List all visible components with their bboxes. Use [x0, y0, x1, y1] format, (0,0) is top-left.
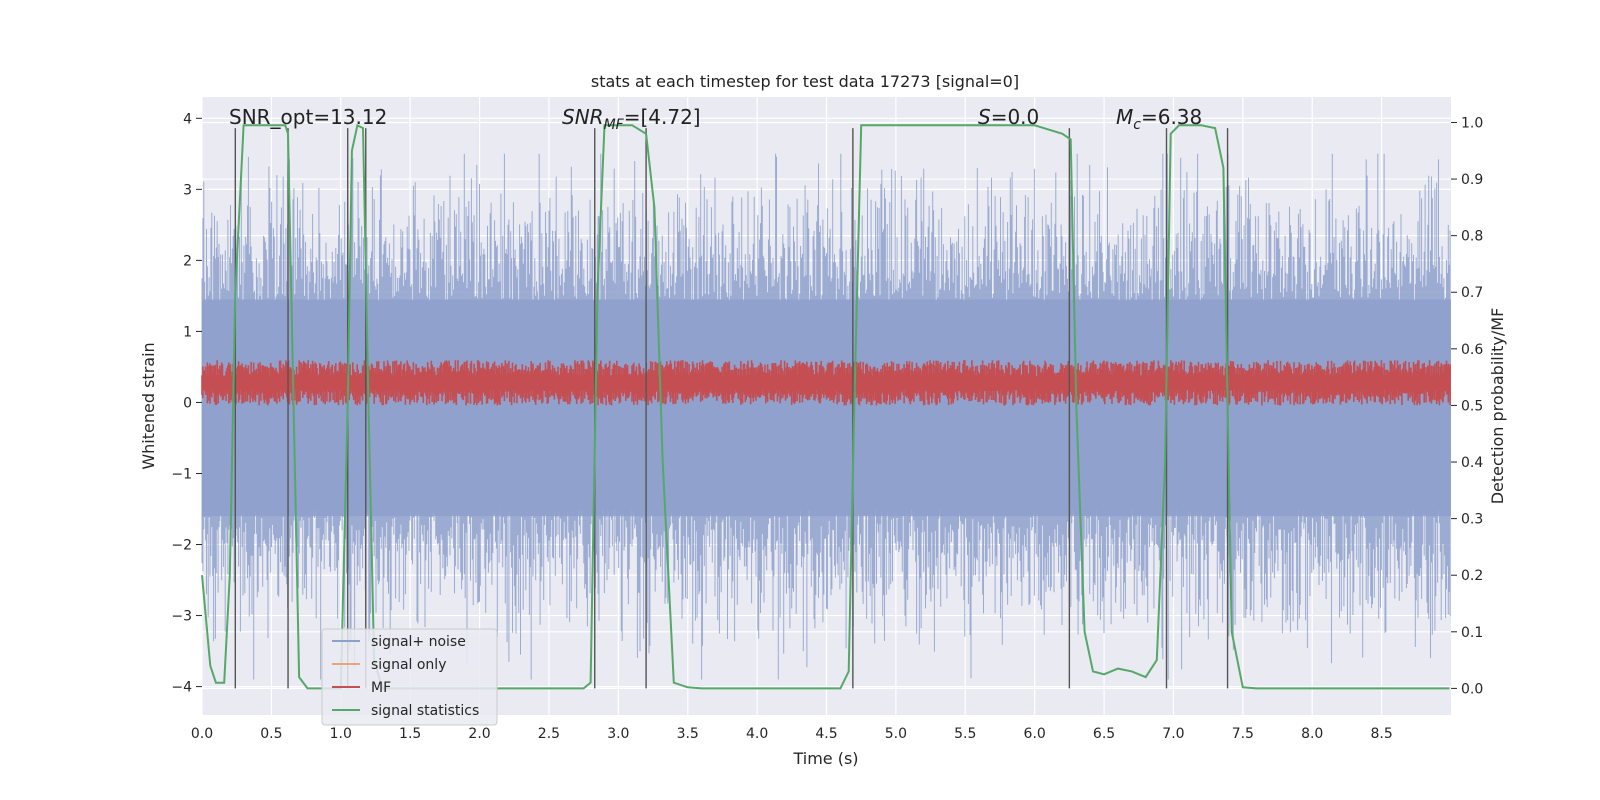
annotation-s: S=0.0 — [978, 105, 1039, 129]
legend-label-mf: MF — [371, 680, 391, 696]
annotation-mc-sub: c — [1133, 117, 1141, 133]
x-axis-label: Time (s) — [792, 749, 858, 768]
y-tick-label-left: 2 — [183, 253, 192, 269]
annotation-snr-mf-rest: =[4.72] — [624, 105, 701, 129]
y-axis-label-right: Detection probability/MF — [1488, 308, 1507, 505]
annotation-mc: Mc=6.38 — [1116, 105, 1202, 133]
y-tick-label-right: 0.4 — [1461, 455, 1483, 471]
chart-title: stats at each timestep for test data 172… — [591, 72, 1019, 91]
y-tick-label-left: −2 — [171, 538, 192, 554]
y-tick-label-right: 0.2 — [1461, 568, 1483, 584]
y-tick-label-left: 0 — [183, 395, 192, 411]
x-tick-label: 7.5 — [1232, 726, 1254, 742]
y-tick-label-right: 0.0 — [1461, 681, 1483, 697]
annotation-snr-mf-main: SNR — [562, 105, 604, 129]
mf-series — [201, 360, 1451, 406]
x-tick-label: 2.0 — [468, 726, 490, 742]
y-tick-label-right: 0.1 — [1461, 625, 1483, 641]
annotation-mc-main: M — [1116, 105, 1133, 129]
x-tick-label: 3.0 — [607, 726, 629, 742]
x-tick-label: 6.5 — [1093, 726, 1115, 742]
x-tick-label: 0.5 — [260, 726, 282, 742]
annotation-s-main: S — [978, 105, 991, 129]
y-ticks-left: 4 3 2 1 0 −1 −2 −3 −4 — [171, 111, 202, 696]
y-tick-label-right: 0.5 — [1461, 398, 1483, 414]
y-tick-label-left: 3 — [183, 182, 192, 198]
x-tick-label: 1.0 — [330, 726, 352, 742]
y-ticks-right: 1.0 0.9 0.8 0.7 0.6 0.5 0.4 0.3 0.2 0.1 0.0 — [1451, 115, 1483, 697]
y-tick-label-left: −3 — [171, 609, 192, 625]
signal-statistics-line — [201, 123, 1450, 690]
y-tick-label-right: 0.7 — [1461, 285, 1483, 301]
x-tick-label: 5.5 — [954, 726, 976, 742]
x-tick-label: 3.5 — [677, 726, 699, 742]
legend-label-signal-only: signal only — [371, 657, 446, 673]
legend-label-noise: signal+ noise — [371, 634, 466, 650]
y-tick-label-right: 0.9 — [1461, 172, 1483, 188]
x-tick-label: 1.5 — [399, 726, 421, 742]
annotation-snr-opt: SNR_opt=13.12 — [229, 105, 387, 129]
mf-trace — [201, 360, 1451, 406]
y-tick-label-right: 0.6 — [1461, 342, 1483, 358]
x-tick-label: 5.0 — [885, 726, 907, 742]
annotation-snr-mf-sub: MF — [604, 117, 625, 133]
y-tick-label-left: 4 — [183, 111, 192, 127]
legend-box — [321, 628, 498, 726]
y-tick-label-left: −1 — [171, 466, 192, 482]
x-ticks: 0.0 0.5 1.0 1.5 2.0 2.5 3.0 3.5 4.0 4.5 5.0 5.5 6.0 6… — [191, 726, 1393, 742]
signal-noise-series — [201, 153, 1451, 680]
annotation-mc-rest: =6.38 — [1141, 105, 1202, 129]
legend: signal+ noise signal only MF signal stat… — [321, 628, 498, 726]
annotation-snr-mf: SNRMF=[4.72] — [562, 105, 701, 133]
y-tick-label-left: 1 — [183, 324, 192, 340]
y-tick-label-right: 0.3 — [1461, 512, 1483, 528]
x-tick-label: 8.5 — [1370, 726, 1392, 742]
y-tick-label-right: 1.0 — [1461, 115, 1483, 131]
x-tick-label: 4.5 — [815, 726, 837, 742]
x-tick-label: 4.0 — [746, 726, 768, 742]
x-tick-label: 0.0 — [191, 726, 213, 742]
legend-label-signal-statistics: signal statistics — [371, 703, 479, 719]
x-tick-label: 2.5 — [538, 726, 560, 742]
x-tick-label: 8.0 — [1301, 726, 1323, 742]
x-tick-label: 7.0 — [1162, 726, 1184, 742]
y-axis-label-left: Whitened strain — [139, 342, 158, 469]
x-tick-label: 6.0 — [1024, 726, 1046, 742]
y-tick-label-left: −4 — [171, 680, 192, 696]
y-tick-label-right: 0.8 — [1461, 229, 1483, 245]
annotation-s-rest: =0.0 — [991, 105, 1040, 129]
